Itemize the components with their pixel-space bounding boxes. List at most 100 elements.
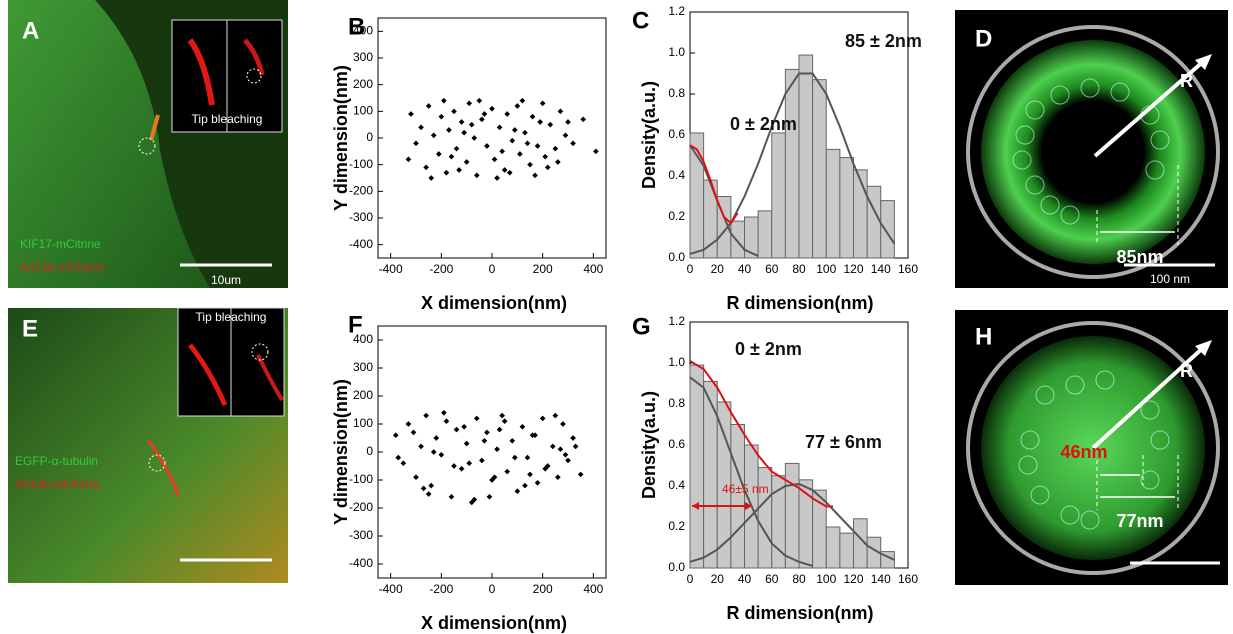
point bbox=[570, 435, 576, 441]
x-axis-label: X dimension(nm) bbox=[421, 613, 567, 633]
point bbox=[425, 103, 432, 109]
bar bbox=[703, 380, 718, 569]
point bbox=[473, 172, 480, 179]
point bbox=[506, 169, 513, 176]
point bbox=[405, 421, 412, 427]
y-tick-label: -100 bbox=[349, 157, 373, 171]
x-tick-label: 140 bbox=[871, 572, 891, 586]
point bbox=[463, 440, 470, 447]
x-tick-label: -400 bbox=[379, 582, 403, 596]
x-tick-label: 200 bbox=[533, 262, 553, 276]
y-tick-label: 0 bbox=[366, 130, 373, 144]
bar bbox=[825, 526, 841, 569]
inner-label: 46nm bbox=[1060, 442, 1107, 462]
point bbox=[552, 145, 559, 152]
y-tick-label: 300 bbox=[353, 360, 373, 374]
point bbox=[532, 432, 538, 439]
point bbox=[496, 124, 503, 131]
x-tick-label: 0 bbox=[489, 262, 496, 276]
point bbox=[570, 140, 576, 147]
point bbox=[484, 143, 490, 149]
fit-curve bbox=[689, 376, 813, 567]
point bbox=[580, 116, 587, 123]
channel-label: Arl13b-mCherry bbox=[20, 260, 105, 274]
panel-label: E bbox=[22, 315, 38, 342]
panel-label: H bbox=[975, 323, 992, 350]
bar bbox=[866, 185, 882, 259]
point bbox=[491, 474, 498, 481]
bar bbox=[757, 210, 773, 259]
point bbox=[430, 132, 437, 139]
bar bbox=[689, 132, 705, 259]
point bbox=[428, 482, 435, 489]
point bbox=[572, 443, 579, 450]
point bbox=[446, 127, 452, 133]
inset-label: Tip bleaching bbox=[192, 112, 263, 126]
point bbox=[456, 167, 462, 173]
x-tick-label: 0 bbox=[687, 262, 694, 276]
point bbox=[509, 437, 516, 444]
x-tick-label: 140 bbox=[871, 262, 891, 276]
point bbox=[481, 437, 488, 444]
point bbox=[522, 129, 528, 136]
point bbox=[458, 119, 465, 125]
point bbox=[418, 443, 424, 450]
x-tick-label: 20 bbox=[711, 572, 725, 586]
y-tick-label: 0.2 bbox=[668, 209, 685, 223]
panel-label: F bbox=[348, 311, 363, 338]
point bbox=[443, 169, 450, 176]
point bbox=[392, 432, 399, 439]
y-tick-label: 0.6 bbox=[668, 437, 685, 451]
point bbox=[430, 449, 437, 455]
image-e: Tip bleaching EGFP-α-tubulin Arl13b-mChe… bbox=[8, 307, 288, 583]
annotation: 0 ± 2nm bbox=[735, 339, 802, 359]
annotation: 77 ± 6nm bbox=[805, 432, 882, 452]
point bbox=[461, 423, 467, 430]
scale-label: 10um bbox=[211, 273, 241, 287]
x-tick-label: 100 bbox=[816, 572, 836, 586]
point bbox=[418, 124, 424, 131]
point bbox=[522, 482, 528, 489]
y-tick-label: -300 bbox=[349, 210, 373, 224]
bar bbox=[812, 79, 827, 259]
point bbox=[542, 465, 549, 472]
x-tick-label: 60 bbox=[765, 262, 779, 276]
y-tick-label: 400 bbox=[353, 24, 373, 38]
y-tick-label: 100 bbox=[353, 104, 373, 118]
x-axis-label: R dimension(nm) bbox=[727, 293, 874, 313]
point bbox=[438, 451, 445, 458]
channel-label: EGFP-α-tubulin bbox=[15, 454, 98, 468]
point bbox=[577, 471, 584, 478]
point bbox=[453, 426, 460, 433]
annotation: 85 ± 2nm bbox=[845, 31, 922, 51]
point bbox=[484, 429, 490, 436]
x-tick-label: 0 bbox=[687, 572, 694, 586]
y-axis-label: Y dimension(nm) bbox=[331, 65, 351, 211]
point bbox=[519, 423, 526, 430]
y-tick-label: 0.8 bbox=[668, 86, 685, 100]
x-tick-label: 80 bbox=[792, 262, 806, 276]
fit-curve bbox=[689, 144, 739, 225]
plot-frame bbox=[377, 17, 607, 259]
x-tick-label: 120 bbox=[843, 262, 863, 276]
point bbox=[408, 111, 414, 117]
point bbox=[453, 145, 460, 152]
point bbox=[549, 443, 556, 450]
point bbox=[395, 454, 402, 461]
x-tick-label: 0 bbox=[489, 582, 496, 596]
point bbox=[552, 412, 559, 419]
diagram-d: 85nm 100 nm R D bbox=[955, 10, 1228, 288]
point bbox=[466, 100, 473, 107]
point bbox=[514, 488, 521, 495]
point bbox=[504, 468, 511, 475]
radius-label: 77nm bbox=[1116, 511, 1163, 531]
bar bbox=[784, 462, 800, 569]
point bbox=[423, 412, 429, 419]
point bbox=[433, 435, 440, 441]
radius-label: 85nm bbox=[1116, 247, 1163, 267]
x-tick-label: -200 bbox=[429, 262, 453, 276]
point bbox=[504, 111, 511, 117]
x-tick-label: 400 bbox=[583, 582, 603, 596]
annotation: 0 ± 2nm bbox=[730, 114, 797, 134]
y-tick-label: -300 bbox=[349, 528, 373, 542]
